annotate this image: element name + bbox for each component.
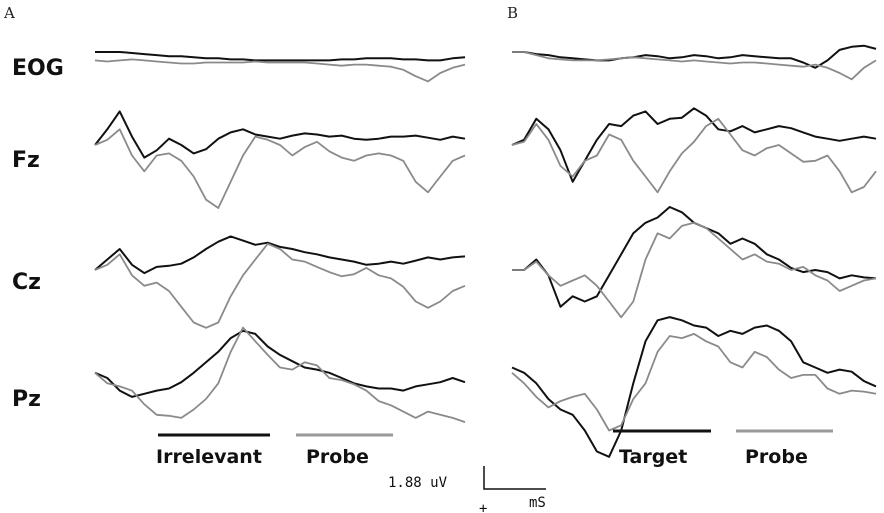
- condition-label-probe-a: Probe: [306, 446, 369, 468]
- trace-a-cz-probe: [94, 242, 466, 329]
- condition-label-target: Target: [619, 446, 687, 468]
- trace-a-eog-probe: [94, 58, 466, 83]
- trace-a-cz-irrelevant: [94, 235, 466, 275]
- amplitude-scale-label: 1.88 uV: [388, 475, 448, 491]
- panel-label-a: A: [3, 4, 15, 22]
- trace-a-eog-irrelevant: [95, 51, 466, 62]
- channel-label-pz: Pz: [12, 387, 41, 412]
- scale-bar: [483, 466, 546, 490]
- condition-label-irrelevant: Irrelevant: [156, 446, 262, 468]
- condition-label-probe-b: Probe: [745, 446, 808, 468]
- trace-b-fz-probe: [511, 117, 877, 194]
- channel-label-eog: EOG: [12, 56, 64, 81]
- polarity-marker: +: [479, 501, 487, 513]
- trace-b-pz-target: [511, 316, 877, 458]
- trace-b-pz-probe: [511, 332, 877, 432]
- traces-group: [94, 44, 877, 458]
- trace-b-cz-probe: [512, 221, 877, 319]
- channel-label-fz: Fz: [12, 148, 40, 173]
- trace-b-fz-target: [511, 107, 877, 183]
- trace-a-fz-irrelevant: [94, 110, 466, 159]
- trace-a-pz-irrelevant: [94, 329, 466, 398]
- trace-b-eog-target: [512, 44, 877, 69]
- trace-b-eog-probe: [512, 51, 877, 81]
- panel-label-b: B: [507, 4, 518, 22]
- trace-a-fz-probe: [94, 128, 466, 209]
- time-unit-label: mS: [529, 495, 546, 511]
- channel-label-cz: Cz: [12, 270, 41, 295]
- trace-a-pz-probe: [94, 326, 466, 423]
